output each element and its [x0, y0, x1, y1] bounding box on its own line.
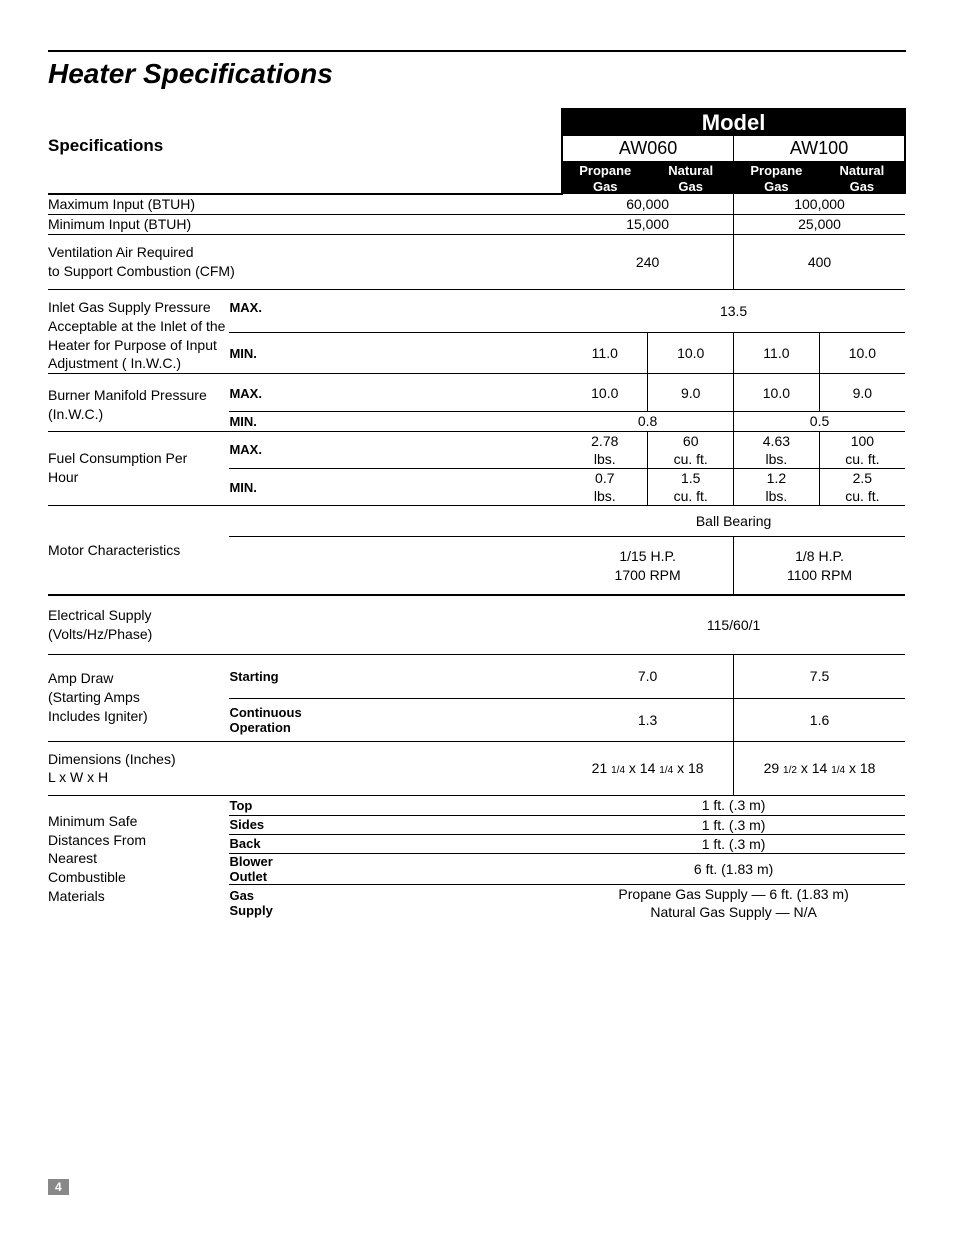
page-number: 4 [48, 1179, 69, 1195]
row-amp: Amp Draw(Starting AmpsIncludes Igniter) [48, 654, 229, 741]
row-electrical: Electrical Supply(Volts/Hz/Phase) [48, 595, 562, 654]
spec-table: Model Specifications AW060 AW100 Propane… [48, 108, 906, 921]
val-ventilation-aw060: 240 [562, 234, 733, 289]
val-fuel-min-4: 2.5cu. ft. [819, 468, 905, 505]
val-motor-aw100: 1/8 H.P.1100 RPM [734, 537, 905, 595]
fuel-min-label: MIN. [229, 468, 380, 505]
val-inlet-min-2: 10.0 [648, 333, 734, 374]
gas-propane-2: PropaneGas [734, 162, 820, 194]
val-inlet-max: 13.5 [562, 289, 905, 332]
val-ventilation-aw100: 400 [734, 234, 905, 289]
val-inlet-min-1: 11.0 [562, 333, 648, 374]
val-clear-back: 1 ft. (.3 m) [562, 834, 905, 853]
specifications-label: Specifications [48, 136, 381, 162]
amp-starting-label: Starting [229, 654, 380, 698]
model-header: Model [562, 109, 905, 136]
row-inlet-gas: Inlet Gas Supply Pressure Acceptable at … [48, 289, 229, 374]
val-fuel-min-1: 0.7lbs. [562, 468, 648, 505]
row-clearances: Minimum SafeDistances FromNearestCombust… [48, 796, 229, 921]
val-manifold-max-2: 9.0 [648, 374, 734, 412]
val-clear-blower: 6 ft. (1.83 m) [562, 853, 905, 884]
val-inlet-min-3: 11.0 [734, 333, 820, 374]
val-manifold-max-3: 10.0 [734, 374, 820, 412]
val-fuel-max-1: 2.78lbs. [562, 431, 648, 468]
val-manifold-max-1: 10.0 [562, 374, 648, 412]
manifold-min-label: MIN. [229, 412, 380, 431]
gas-natural-1: NaturalGas [648, 162, 734, 194]
val-fuel-min-3: 1.2lbs. [734, 468, 820, 505]
row-fuel: Fuel Consumption PerHour [48, 431, 229, 506]
val-manifold-max-4: 9.0 [819, 374, 905, 412]
val-motor-aw060: 1/15 H.P.1700 RPM [562, 537, 733, 595]
val-electrical: 115/60/1 [562, 595, 905, 654]
row-min-input: Minimum Input (BTUH) [48, 215, 562, 235]
clear-gas-label: GasSupply [229, 884, 380, 921]
row-ventilation: Ventilation Air Requiredto Support Combu… [48, 234, 562, 289]
fuel-max-label: MAX. [229, 431, 380, 468]
val-clear-gas: Propane Gas Supply — 6 ft. (1.83 m)Natur… [562, 884, 905, 921]
clear-sides-label: Sides [229, 815, 380, 834]
val-amp-start-aw100: 7.5 [734, 654, 905, 698]
page-title: Heater Specifications [48, 58, 906, 90]
val-fuel-max-4: 100cu. ft. [819, 431, 905, 468]
model-aw060: AW060 [562, 136, 733, 162]
gas-propane-1: PropaneGas [562, 162, 648, 194]
row-dimensions: Dimensions (Inches)L x W x H [48, 741, 562, 796]
val-amp-cont-aw060: 1.3 [562, 698, 733, 741]
val-max-input-aw060: 60,000 [562, 194, 733, 214]
val-fuel-max-2: 60cu. ft. [648, 431, 734, 468]
val-max-input-aw100: 100,000 [734, 194, 905, 214]
row-max-input: Maximum Input (BTUH) [48, 194, 562, 214]
row-manifold: Burner Manifold Pressure(In.W.C.) [48, 374, 229, 431]
val-amp-cont-aw100: 1.6 [734, 698, 905, 741]
clear-back-label: Back [229, 834, 380, 853]
model-aw100: AW100 [734, 136, 905, 162]
inlet-max-label: MAX. [229, 289, 380, 332]
val-dim-aw060: 21 1/4 x 14 1/4 x 18 [562, 741, 733, 796]
val-inlet-min-4: 10.0 [819, 333, 905, 374]
val-manifold-min-aw060: 0.8 [562, 412, 733, 431]
val-min-input-aw060: 15,000 [562, 215, 733, 235]
row-motor: Motor Characteristics [48, 506, 229, 595]
val-amp-start-aw060: 7.0 [562, 654, 733, 698]
manifold-max-label: MAX. [229, 374, 380, 412]
inlet-min-label: MIN. [229, 333, 380, 374]
val-fuel-max-3: 4.63lbs. [734, 431, 820, 468]
val-min-input-aw100: 25,000 [734, 215, 905, 235]
val-clear-sides: 1 ft. (.3 m) [562, 815, 905, 834]
clear-blower-label: BlowerOutlet [229, 853, 380, 884]
val-fuel-min-2: 1.5cu. ft. [648, 468, 734, 505]
val-motor-bearing: Ball Bearing [562, 506, 905, 537]
clear-top-label: Top [229, 796, 380, 815]
amp-continuous-label: ContinuousOperation [229, 698, 380, 741]
val-manifold-min-aw100: 0.5 [734, 412, 905, 431]
val-clear-top: 1 ft. (.3 m) [562, 796, 905, 815]
gas-natural-2: NaturalGas [819, 162, 905, 194]
val-dim-aw100: 29 1/2 x 14 1/4 x 18 [734, 741, 905, 796]
